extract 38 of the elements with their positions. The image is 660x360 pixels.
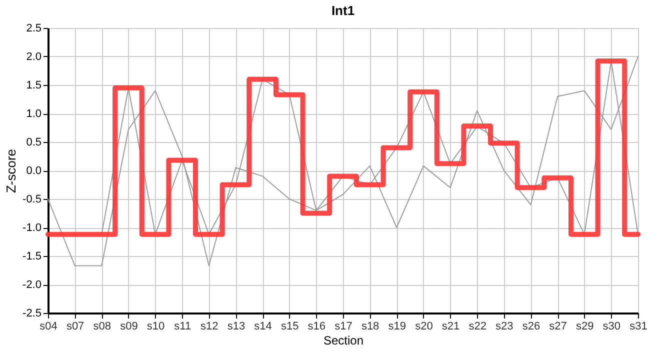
- y-tick-label: 2.5: [26, 22, 42, 34]
- x-tick-label: s19: [388, 320, 406, 332]
- x-tick-label: s13: [227, 320, 246, 332]
- x-tick-label: s14: [254, 320, 272, 332]
- y-tick-label: 1.5: [26, 80, 42, 92]
- x-tick-label: s26: [522, 320, 540, 332]
- y-tick-label: -2.0: [22, 279, 42, 291]
- x-tick-label: s31: [630, 320, 648, 332]
- x-tick-label: s08: [93, 320, 112, 332]
- x-tick-label: s07: [66, 320, 84, 332]
- x-tick-label: s11: [174, 320, 192, 332]
- x-tick-label: s18: [361, 320, 380, 332]
- y-tick-label: 2.0: [26, 51, 42, 63]
- x-tick-label: s22: [468, 320, 486, 332]
- x-tick-label: s09: [120, 320, 138, 332]
- x-tick-label: s21: [442, 320, 460, 332]
- chart-title: Int1: [331, 3, 355, 18]
- x-tick-label: s10: [146, 320, 165, 332]
- x-tick-label: s16: [308, 320, 326, 332]
- y-tick-label: 1.0: [26, 108, 42, 120]
- y-tick-label: -1.5: [22, 250, 42, 262]
- y-tick-label: -1.0: [22, 222, 42, 234]
- x-tick-label: s30: [602, 320, 621, 332]
- x-tick-label: s20: [415, 320, 433, 332]
- x-tick-label: s04: [40, 320, 58, 332]
- x-tick-label: s15: [280, 320, 299, 332]
- y-tick-label: 0.0: [26, 165, 42, 177]
- y-axis-title: Z-score: [4, 148, 19, 194]
- x-tick-label: s17: [334, 320, 352, 332]
- x-tick-label: s29: [576, 320, 594, 332]
- x-tick-label: s23: [496, 320, 514, 332]
- x-tick-label: s27: [549, 320, 567, 332]
- y-tick-label: -0.5: [22, 194, 42, 206]
- x-tick-label: s12: [200, 320, 218, 332]
- x-axis-title: Section: [323, 334, 364, 348]
- y-tick-label: -2.5: [22, 308, 42, 320]
- line-series: [48, 56, 638, 266]
- y-tick-label: 0.5: [26, 136, 42, 148]
